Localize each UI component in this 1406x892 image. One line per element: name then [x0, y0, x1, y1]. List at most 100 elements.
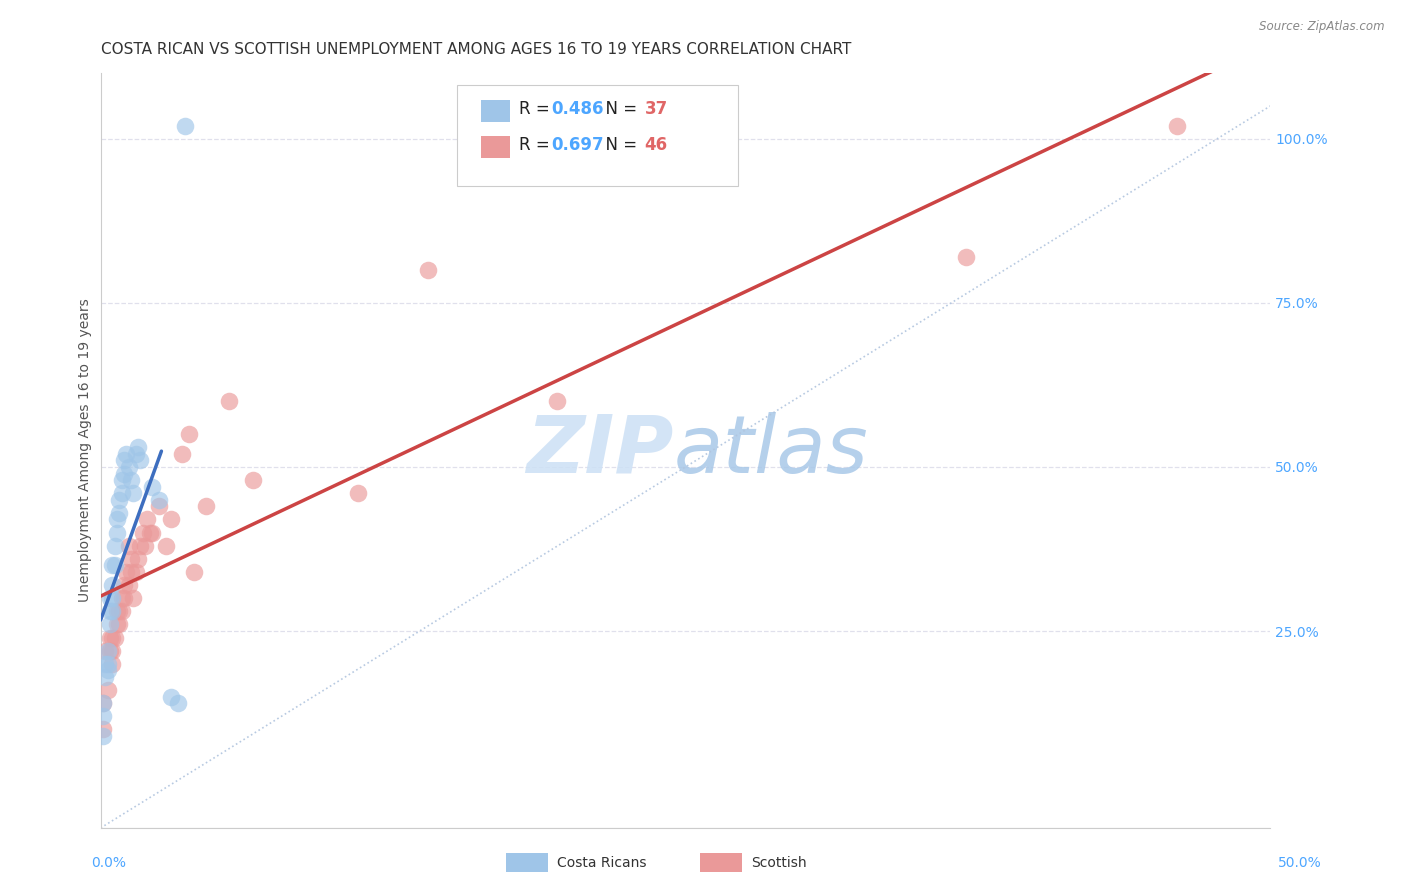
Point	[94, 644, 117, 658]
Point	[138, 525, 160, 540]
Point	[101, 631, 124, 645]
Point	[122, 591, 145, 606]
Text: N =: N =	[595, 100, 643, 118]
Point	[94, 670, 117, 684]
FancyBboxPatch shape	[457, 85, 738, 186]
Point	[166, 696, 188, 710]
Point	[111, 486, 134, 500]
Point	[122, 486, 145, 500]
Point	[104, 539, 127, 553]
Point	[118, 578, 141, 592]
Point	[546, 394, 568, 409]
Point	[173, 119, 195, 133]
Text: atlas: atlas	[673, 411, 869, 490]
Point	[108, 506, 131, 520]
Text: 50.0%: 50.0%	[1278, 855, 1322, 870]
Point	[136, 512, 159, 526]
Point	[112, 453, 135, 467]
Point	[98, 604, 121, 618]
Point	[129, 453, 152, 467]
Point	[125, 447, 148, 461]
Point	[105, 512, 128, 526]
Point	[97, 657, 120, 671]
Text: 37: 37	[644, 100, 668, 118]
Point	[91, 729, 114, 743]
Point	[118, 539, 141, 553]
Point	[111, 591, 134, 606]
Point	[101, 578, 124, 592]
Point	[108, 492, 131, 507]
Point	[91, 696, 114, 710]
Point	[242, 473, 264, 487]
Point	[108, 617, 131, 632]
Point	[101, 604, 124, 618]
Text: Scottish: Scottish	[751, 855, 807, 870]
Point	[155, 539, 177, 553]
Text: R =: R =	[519, 100, 555, 118]
Point	[179, 427, 201, 442]
Point	[98, 617, 121, 632]
Point	[112, 591, 135, 606]
FancyBboxPatch shape	[481, 136, 510, 159]
Text: Source: ZipAtlas.com: Source: ZipAtlas.com	[1260, 20, 1385, 33]
Point	[101, 657, 124, 671]
Point	[105, 604, 128, 618]
FancyBboxPatch shape	[481, 100, 510, 122]
Point	[148, 492, 170, 507]
Text: Costa Ricans: Costa Ricans	[557, 855, 647, 870]
Point	[132, 525, 155, 540]
Point	[94, 657, 117, 671]
Point	[127, 440, 149, 454]
Point	[97, 664, 120, 678]
Point	[112, 578, 135, 592]
Point	[218, 394, 240, 409]
Text: ZIP: ZIP	[526, 411, 673, 490]
Point	[172, 447, 194, 461]
Point	[101, 644, 124, 658]
Point	[91, 696, 114, 710]
Point	[105, 617, 128, 632]
Point	[127, 552, 149, 566]
Point	[118, 460, 141, 475]
Point	[1166, 119, 1188, 133]
Point	[97, 644, 120, 658]
Point	[141, 480, 163, 494]
Point	[129, 539, 152, 553]
Point	[183, 565, 205, 579]
Point	[111, 604, 134, 618]
Point	[98, 631, 121, 645]
Point	[416, 263, 439, 277]
Point	[120, 565, 142, 579]
Point	[104, 631, 127, 645]
Point	[115, 565, 138, 579]
Point	[111, 473, 134, 487]
Point	[194, 500, 217, 514]
Point	[101, 591, 124, 606]
Text: 0.486: 0.486	[551, 100, 603, 118]
Point	[98, 644, 121, 658]
Point	[347, 486, 370, 500]
Text: N =: N =	[595, 136, 643, 154]
Text: COSTA RICAN VS SCOTTISH UNEMPLOYMENT AMONG AGES 16 TO 19 YEARS CORRELATION CHART: COSTA RICAN VS SCOTTISH UNEMPLOYMENT AMO…	[101, 42, 851, 57]
Point	[105, 525, 128, 540]
Point	[120, 552, 142, 566]
Point	[134, 539, 156, 553]
Point	[101, 558, 124, 573]
Point	[112, 467, 135, 481]
Point	[159, 690, 181, 704]
Point	[159, 512, 181, 526]
Text: 0.697: 0.697	[551, 136, 603, 154]
Point	[955, 250, 977, 264]
Point	[97, 683, 120, 698]
Point	[125, 565, 148, 579]
Point	[98, 591, 121, 606]
Point	[91, 723, 114, 737]
Y-axis label: Unemployment Among Ages 16 to 19 years: Unemployment Among Ages 16 to 19 years	[79, 299, 93, 602]
Point	[115, 447, 138, 461]
Point	[120, 473, 142, 487]
Text: 0.0%: 0.0%	[91, 855, 127, 870]
Point	[141, 525, 163, 540]
Point	[91, 709, 114, 723]
Point	[104, 558, 127, 573]
Point	[108, 604, 131, 618]
